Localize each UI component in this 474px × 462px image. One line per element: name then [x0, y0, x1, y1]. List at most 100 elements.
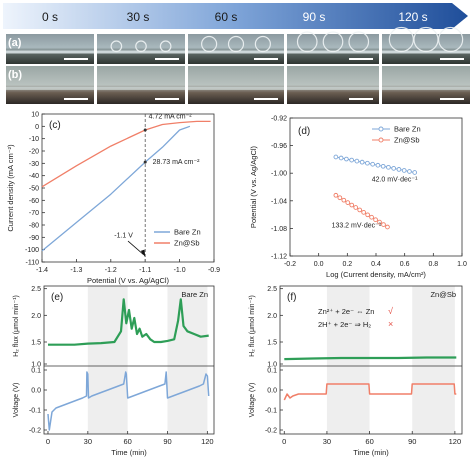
photo-frame: [287, 66, 379, 104]
y-tick-label: 2.0: [31, 313, 41, 320]
data-point: [337, 195, 343, 201]
legend-marker: [378, 126, 384, 132]
timeline-labels: 0 s 30 s 60 s 90 s 120 s: [42, 10, 428, 24]
x-tick-label: -1.1: [139, 267, 151, 274]
data-point: [373, 217, 378, 223]
x-tick-label: 30: [84, 437, 92, 446]
photo-frame: [97, 66, 185, 104]
y-tick-label: -1.00: [271, 171, 287, 178]
data-point: [369, 214, 374, 220]
legend-label: Zn@Sb: [174, 239, 200, 248]
timeline-arrow-shape: [3, 3, 468, 29]
y-tick-label: -1.08: [271, 226, 287, 233]
series-line: [335, 156, 415, 173]
electrode-surface: [287, 86, 379, 90]
x-tick-label: 0: [282, 437, 286, 446]
reaction-mark: √: [388, 306, 393, 316]
y-axis-label-bottom: Voltage (V): [249, 383, 256, 418]
voltage-line: [283, 383, 457, 401]
legend-label: Bare Zn: [394, 125, 421, 134]
data-point: [361, 210, 367, 215]
scale-bar: [254, 98, 278, 100]
x-tick-label: 30: [323, 437, 331, 446]
y-tick-label: 1.5: [267, 340, 277, 347]
slope-annotation: 133.2 mV·dec⁻¹: [332, 223, 382, 230]
h2-flux-line: [48, 298, 209, 346]
data-point: [365, 212, 370, 218]
y-axis-label: Potential (V vs. Ag/AgCl): [249, 145, 258, 228]
gas-bubble: [296, 31, 318, 53]
timeline-arrow: 0 s 30 s 60 s 90 s 120 s: [3, 3, 468, 29]
data-point: [412, 170, 418, 175]
shaded-interval: [167, 286, 208, 434]
annotation-label: 28.73 mA cm⁻²: [153, 159, 201, 166]
x-tick-label: 0.6: [400, 261, 410, 268]
slope-annotation: 42.0 mV·dec⁻¹: [372, 176, 418, 183]
y-tick-label: -70: [29, 210, 39, 217]
series-line-znsb: [41, 120, 211, 188]
y-tick-label: 1.0: [267, 362, 277, 369]
data-point: [370, 161, 376, 167]
x-tick-label: 0.0: [314, 261, 324, 268]
data-point: [333, 192, 339, 198]
timeline-label: 0 s: [42, 10, 58, 24]
y-tick-label: -50: [29, 186, 39, 193]
data-point: [381, 222, 386, 227]
x-tick-label: -0.2: [284, 261, 296, 268]
gas-bubble: [227, 35, 245, 53]
gas-bubble: [110, 40, 123, 53]
photo-row-label: (b): [8, 69, 22, 81]
data-point: [349, 157, 354, 163]
timeline-label: 120 s: [398, 10, 427, 24]
annotation-point: [143, 128, 147, 132]
y-tick-label: 0.1: [267, 368, 277, 375]
y-tick-label: -110: [26, 260, 40, 267]
y-tick-label: -0.2: [265, 428, 277, 435]
photo-row-label: (a): [8, 37, 22, 49]
gas-bubble: [388, 26, 414, 53]
electrode-surface: [97, 86, 185, 90]
data-point: [386, 164, 391, 170]
y-tick-label: -20: [29, 149, 39, 156]
photo-row-a: (a): [6, 26, 470, 64]
data-point: [353, 205, 359, 210]
gas-bubble: [348, 31, 370, 53]
legend-label: Zn@Sb: [394, 136, 420, 145]
annotation-arrow: [127, 240, 144, 255]
photo-rows: (a) (b): [6, 26, 470, 104]
x-tick-label: 0.2: [342, 261, 352, 268]
x-tick-label: 0.4: [371, 261, 381, 268]
scale-bar: [64, 98, 88, 100]
gas-bubble: [254, 35, 271, 53]
gas-bubble: [438, 26, 464, 53]
x-tick-label: 1.0: [457, 261, 467, 268]
y-tick-label: 1.5: [31, 340, 41, 347]
panel-d-tafel: -0.2 0.0 0.2 0.4 0.6 0.8 1.0 -0.92 -0.96 -1.00 -1.…: [249, 116, 467, 280]
x-axis-label: Time (min): [353, 448, 389, 457]
photo-row-b: (b): [6, 66, 470, 104]
panel-label: (f): [287, 292, 296, 303]
data-point: [344, 156, 349, 162]
x-tick-label: 0.8: [428, 261, 438, 268]
h2-flux-line: [284, 356, 457, 361]
y-tick-label: -80: [29, 223, 39, 230]
y-tick-label: 10: [31, 112, 39, 119]
scale-bar: [440, 58, 464, 60]
data-point: [385, 224, 390, 230]
electrode-surface: [6, 86, 94, 90]
x-tick-label: 120: [201, 437, 214, 446]
y-axis-label-bottom: Voltage (V): [13, 383, 20, 418]
y-tick-label: -1.12: [271, 254, 287, 261]
annotation-label: -1.1 V: [114, 232, 133, 239]
photo-frame: [188, 66, 284, 104]
y-tick-label: 2.5: [31, 286, 41, 293]
data-point: [391, 166, 397, 171]
scale-bar: [349, 98, 373, 100]
y-tick-label: -0.2: [29, 428, 41, 435]
series-barezn: [333, 154, 418, 175]
data-point: [380, 163, 386, 169]
x-axis-label: Time (min): [111, 448, 147, 457]
shaded-interval: [326, 286, 370, 434]
y-tick-label: -30: [29, 161, 39, 168]
plot-frame: [279, 285, 463, 435]
